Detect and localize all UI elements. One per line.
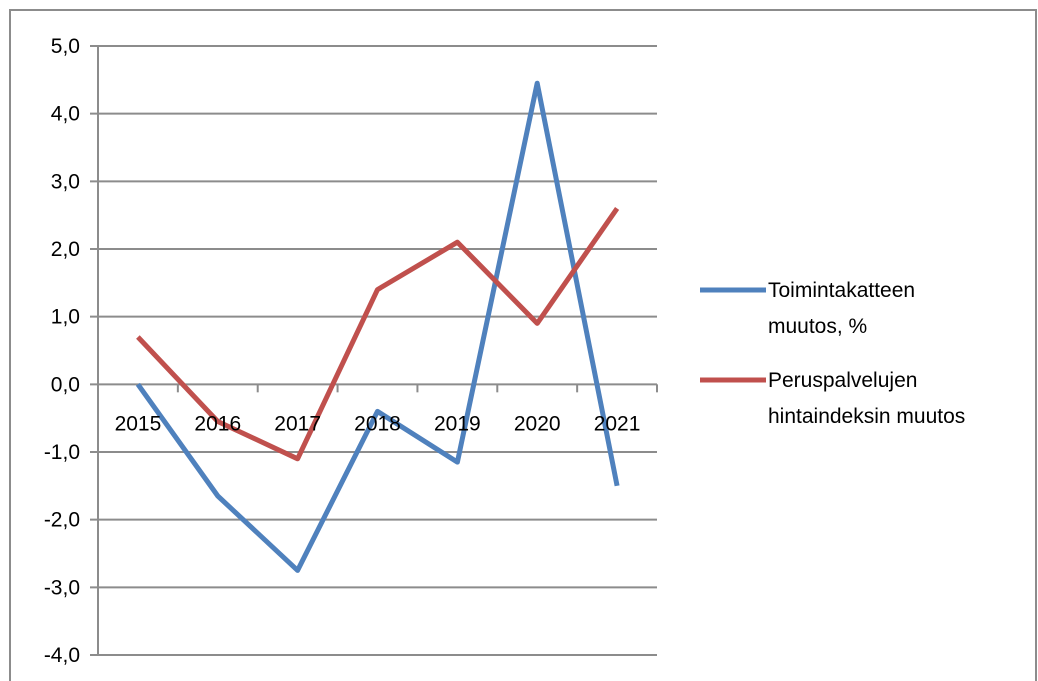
y-tick-label: 4,0 (51, 103, 80, 126)
y-tick-label: -2,0 (44, 509, 80, 532)
axes (98, 46, 657, 655)
y-tick-label: 1,0 (51, 306, 80, 329)
y-tick-label: -1,0 (44, 441, 80, 464)
y-tick-label: 0,0 (51, 373, 80, 396)
x-tick-label: 2021 (594, 412, 641, 435)
y-tick-label: 3,0 (51, 170, 80, 193)
y-tick-label: 2,0 (51, 238, 80, 261)
x-tick-labels: 2015 2016 2017 2018 2019 2020 2021 (115, 412, 641, 435)
x-tick-label: 2018 (354, 412, 401, 435)
y-tick-label: -4,0 (44, 644, 80, 667)
y-tick-label: 5,0 (51, 35, 80, 58)
x-tick-label: 2017 (274, 412, 321, 435)
legend-label: muutos, % (768, 315, 867, 338)
x-tick-label: 2016 (194, 412, 241, 435)
legend-label: hintaindeksin muutos (768, 405, 965, 428)
legend: Toimintakatteen muutos, % Peruspalvelujen h… (700, 279, 965, 428)
x-tick-label: 2020 (514, 412, 561, 435)
y-tick-labels: -4,0 -3,0 -2,0 -1,0 0,0 1,0 2,0 3,0 4,0 5,0 (44, 35, 80, 667)
y-tick-label: -3,0 (44, 576, 80, 599)
series-lines (138, 83, 617, 570)
gridlines (90, 46, 657, 655)
x-tick-label: 2019 (434, 412, 481, 435)
legend-label: Toimintakatteen (768, 279, 915, 302)
legend-label: Peruspalvelujen (768, 369, 917, 392)
x-tick-label: 2015 (115, 412, 162, 435)
series-line-0 (138, 83, 617, 570)
